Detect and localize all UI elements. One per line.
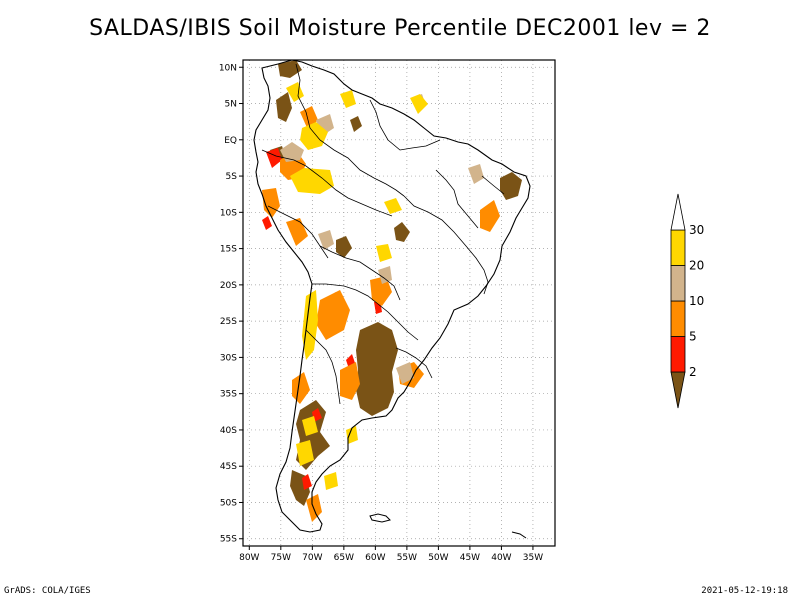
moisture-patch-yellow	[340, 90, 356, 108]
moisture-patch-yellow	[302, 416, 318, 436]
map-plot-area	[253, 60, 531, 539]
lat-tick-label: 55S	[220, 535, 237, 545]
moisture-patch-yellow	[290, 168, 334, 194]
lon-tick-label: 75W	[271, 553, 291, 563]
lon-tick-label: 65W	[334, 553, 354, 563]
moisture-patch-tan	[318, 230, 334, 250]
lat-tick-label: 15S	[220, 245, 237, 255]
colorbar-bin	[670, 300, 686, 337]
lat-tick-label: 45S	[220, 462, 237, 472]
moisture-patch-yellow	[346, 426, 358, 444]
country-borders	[261, 63, 505, 405]
colorbar-label: 10	[689, 294, 704, 308]
lat-tick-label: 50S	[220, 498, 237, 508]
moisture-patch-brown	[350, 116, 362, 132]
map-border	[242, 59, 556, 547]
map-title: SALDAS/IBIS Soil Moisture Percentile DEC…	[89, 16, 711, 41]
moisture-patch-red	[262, 216, 272, 230]
lat-tick-label: 5S	[226, 172, 238, 182]
moisture-patch-yellow	[296, 440, 314, 466]
footer-timestamp: 2021-05-12-19:18	[701, 586, 788, 596]
moisture-patch-orange	[340, 362, 360, 400]
lon-tick-label: 40W	[491, 553, 511, 563]
moisture-patch-brown	[336, 236, 352, 258]
colorbar: 2 5 10 20 30	[670, 193, 704, 409]
lon-tick-label: 80W	[239, 553, 259, 563]
colorbar-bin	[670, 229, 686, 266]
moisture-patch-yellow	[376, 244, 392, 262]
moisture-patch-yellow	[384, 198, 402, 214]
colorbar-label: 5	[689, 330, 697, 344]
moisture-patch-orange	[370, 276, 392, 306]
latitude-labels: 10N 5N EQ 5S 10S 15S 20S 25S 30S 35S 40S 45S 50S 55S	[219, 63, 243, 545]
moisture-patch-brown	[500, 172, 522, 200]
lat-tick-label: 10N	[219, 63, 237, 73]
lat-tick-label: 5N	[225, 100, 237, 110]
south-georgia	[511, 531, 527, 539]
soil-moisture-shading	[262, 60, 522, 522]
lon-tick-label: 35W	[523, 553, 543, 563]
longitude-labels: 80W 75W 70W 65W 60W 55W 50W 45W 40W 35W	[239, 546, 543, 563]
colorbar-label: 2	[689, 365, 697, 379]
moisture-patch-orange	[316, 290, 350, 340]
moisture-patch-tan	[396, 362, 414, 384]
moisture-patch-yellow	[410, 94, 428, 114]
moisture-patch-brown	[276, 92, 292, 122]
lat-tick-label: 10S	[220, 208, 237, 218]
colorbar-label: 30	[689, 223, 704, 237]
coastline	[253, 60, 531, 533]
moisture-patch-yellow	[324, 472, 338, 490]
moisture-patch-red	[302, 474, 312, 490]
moisture-patch-tan	[378, 266, 392, 284]
colorbar-label: 20	[689, 259, 704, 273]
lon-tick-label: 55W	[397, 553, 417, 563]
lat-tick-label: EQ	[224, 136, 237, 146]
moisture-patch-orange	[286, 218, 308, 246]
moisture-patch-brown	[394, 222, 410, 242]
lon-tick-label: 45W	[460, 553, 480, 563]
moisture-patch-tan	[468, 164, 484, 184]
lat-lon-grid	[243, 60, 555, 546]
lat-tick-label: 25S	[220, 317, 237, 327]
lat-tick-label: 40S	[220, 426, 237, 436]
colorbar-bin	[670, 193, 686, 231]
lat-tick-label: 20S	[220, 281, 237, 291]
moisture-patch-tan	[280, 142, 304, 162]
colorbar-bin	[670, 371, 686, 409]
lon-tick-label: 60W	[365, 553, 385, 563]
lat-tick-label: 35S	[220, 390, 237, 400]
moisture-patch-orange	[262, 188, 280, 218]
lon-tick-label: 70W	[302, 553, 322, 563]
moisture-patch-yellow	[300, 122, 328, 150]
moisture-patch-orange	[292, 372, 310, 404]
moisture-patch-brown	[356, 322, 398, 416]
falkland-islands	[369, 513, 391, 523]
footer-software-credit: GrADS: COLA/IGES	[4, 586, 91, 596]
moisture-patch-orange	[480, 200, 500, 232]
colorbar-bin	[670, 336, 686, 373]
colorbar-bin	[670, 265, 686, 302]
moisture-patch-yellow	[302, 290, 318, 360]
lon-tick-label: 50W	[428, 553, 448, 563]
lat-tick-label: 30S	[220, 353, 237, 363]
